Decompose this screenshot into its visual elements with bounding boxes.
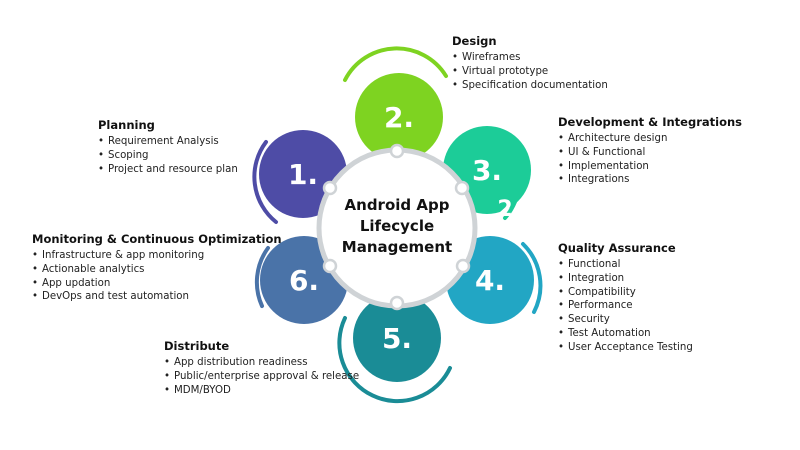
list-item: Project and resource plan <box>98 163 238 177</box>
list-item: Infrastructure & app monitoring <box>32 249 282 263</box>
list-item: App distribution readiness <box>164 356 359 370</box>
list-item: Implementation <box>558 160 742 174</box>
stray-glyph: 2 <box>497 197 512 222</box>
arc-step-5 <box>337 316 452 404</box>
quality-assurance-list: Functional Integration Compatibility Per… <box>558 258 693 355</box>
monitoring-list: Infrastructure & app monitoring Actionab… <box>32 249 282 304</box>
list-item: App updation <box>32 277 282 291</box>
list-item: Wireframes <box>452 51 608 65</box>
list-item: Scoping <box>98 149 238 163</box>
ring-node-4 <box>455 258 471 274</box>
list-item: Requirement Analysis <box>98 135 238 149</box>
list-item: Test Automation <box>558 327 693 341</box>
step-number-4: 4. <box>475 264 505 297</box>
arc-step-1 <box>252 140 278 224</box>
list-item: Specification documentation <box>452 79 608 93</box>
step-number-3: 3. <box>472 154 502 187</box>
planning-block: Planning Requirement Analysis Scoping Pr… <box>98 118 238 176</box>
list-item: Public/enterprise approval & release <box>164 370 359 384</box>
center-disc <box>319 150 475 306</box>
ring-node-2 <box>389 143 405 159</box>
monitoring-title: Monitoring & Continuous Optimization <box>32 232 282 246</box>
list-item: Integration <box>558 272 693 286</box>
step-number-5: 5. <box>382 322 412 355</box>
monitoring-block: Monitoring & Continuous Optimization Inf… <box>32 232 282 304</box>
planning-title: Planning <box>98 118 155 132</box>
list-item: User Acceptance Testing <box>558 341 693 355</box>
design-block: Design Wireframes Virtual prototype Spec… <box>452 34 608 92</box>
development-block: Development & Integrations Architecture … <box>558 115 742 187</box>
step-number-6: 6. <box>289 264 319 297</box>
distribute-list: App distribution readiness Public/enterp… <box>164 356 359 397</box>
distribute-title: Distribute <box>164 339 230 353</box>
step-circle-2 <box>355 73 443 161</box>
step-number-1: 1. <box>288 158 318 191</box>
list-item: Performance <box>558 299 693 313</box>
distribute-block: Distribute App distribution readiness Pu… <box>164 339 359 397</box>
list-item: Compatibility <box>558 286 693 300</box>
planning-list: Requirement Analysis Scoping Project and… <box>98 135 238 176</box>
list-item: Integrations <box>558 173 742 187</box>
list-item: Functional <box>558 258 693 272</box>
list-item: UI & Functional <box>558 146 742 160</box>
step-number-2: 2. <box>384 101 414 134</box>
list-item: MDM/BYOD <box>164 384 359 398</box>
arc-step-4 <box>521 242 543 314</box>
design-list: Wireframes Virtual prototype Specificati… <box>452 51 608 92</box>
step-circle-5 <box>353 294 441 382</box>
arc-step-2 <box>343 46 448 82</box>
list-item: Actionable analytics <box>32 263 282 277</box>
list-item: Architecture design <box>558 132 742 146</box>
center-title-line-2: Lifecycle <box>360 217 434 235</box>
ring-node-5 <box>389 295 405 311</box>
quality-assurance-block: Quality Assurance Functional Integration… <box>558 241 693 355</box>
development-title: Development & Integrations <box>558 115 743 129</box>
list-item: DevOps and test automation <box>32 290 282 304</box>
ring-node-6 <box>322 258 338 274</box>
development-list: Architecture design UI & Functional Impl… <box>558 132 742 187</box>
center-title-line-3: Management <box>342 238 452 256</box>
quality-assurance-title: Quality Assurance <box>558 241 676 255</box>
design-title: Design <box>452 34 497 48</box>
list-item: Security <box>558 313 693 327</box>
ring-node-1 <box>322 180 338 196</box>
center-title-line-1: Android App <box>345 196 450 214</box>
ring-node-3 <box>454 180 470 196</box>
list-item: Virtual prototype <box>452 65 608 79</box>
